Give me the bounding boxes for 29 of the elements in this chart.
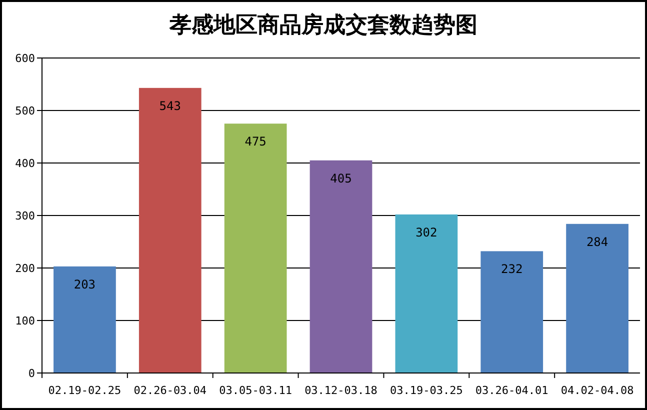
x-tick-label: 03.19-03.25	[390, 384, 463, 397]
data-label: 203	[74, 277, 96, 292]
bar	[566, 224, 628, 373]
x-tick-label: 03.26-04.01	[475, 384, 548, 397]
y-tick-label: 0	[28, 367, 35, 380]
y-tick-label: 300	[15, 210, 35, 222]
y-tick-label: 200	[15, 262, 35, 275]
y-tick-label: 400	[15, 157, 35, 170]
bar	[138, 88, 202, 373]
bar	[310, 160, 372, 373]
data-label: 284	[586, 234, 608, 249]
y-tick-label: 100	[15, 314, 35, 328]
data-label: 232	[501, 262, 523, 276]
x-tick-label: 02.26-03.04	[134, 384, 207, 397]
x-tick-label: 03.12-03.18	[304, 384, 378, 397]
x-tick-label: 02.19-02.25	[48, 384, 122, 397]
bar	[480, 251, 544, 373]
bar	[224, 124, 287, 373]
x-tick-label: 03.05-03.11	[219, 384, 292, 397]
bar	[54, 266, 116, 373]
y-tick-label: 600	[15, 52, 35, 65]
data-label: 302	[416, 225, 438, 240]
y-tick-label: 500	[15, 104, 35, 118]
bar	[395, 214, 458, 373]
chart-title: 孝感地区商品房成交套数趋势图	[168, 12, 478, 38]
data-label: 543	[159, 98, 181, 113]
data-label: 475	[244, 134, 266, 149]
x-tick-label: 04.02-04.08	[560, 384, 634, 397]
data-label: 405	[330, 171, 352, 186]
